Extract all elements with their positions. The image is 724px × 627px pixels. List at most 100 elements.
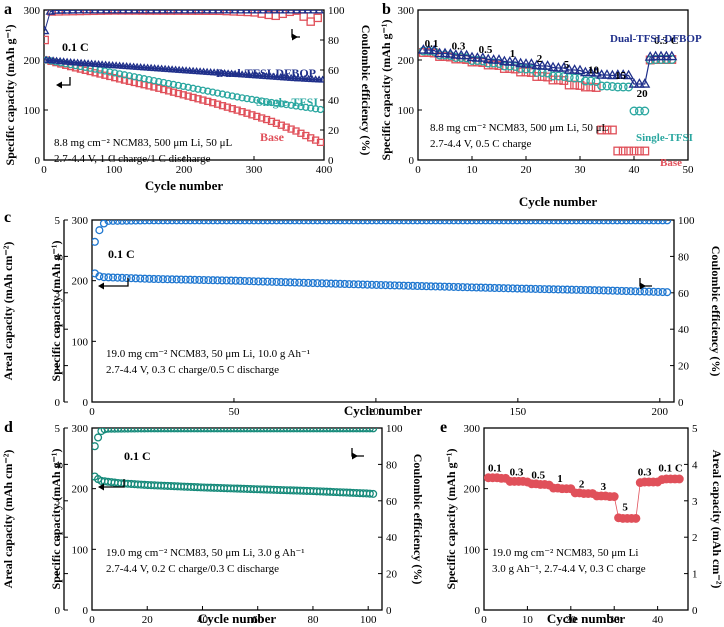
panel-a-ytick-label: 0: [35, 155, 41, 167]
panel-d-point: [369, 428, 378, 433]
panel-e-ytick-label: 200: [464, 484, 481, 496]
panel-c-point: [340, 279, 349, 289]
panel-c-point: [213, 276, 222, 285]
panel-c-left-axis-arrow: [98, 278, 129, 290]
panel-a-point: [135, 74, 143, 82]
panel-c-point: [617, 220, 626, 225]
panel-c-point: [131, 274, 140, 283]
panel-c-point: [517, 284, 526, 293]
panel-c-point: [567, 220, 576, 225]
panel-b-point: [423, 44, 435, 54]
panel-b-xtick-label: 50: [683, 164, 695, 176]
panel-c-point: [458, 283, 467, 292]
panel-a-ytick-label: 200: [24, 55, 41, 67]
panel-b-frame: [417, 9, 689, 161]
panel-c-point: [572, 220, 581, 225]
panel-c-point: [472, 220, 481, 225]
panel-a-point: [224, 10, 235, 14]
panel-b-point: [558, 62, 570, 72]
panel-a-point: [267, 98, 276, 107]
panel-d-ytick-outer-label: 5: [55, 423, 61, 435]
panel-e-ytick-right-label: 2: [692, 532, 698, 544]
panel-b-point: [574, 64, 586, 75]
panel-b-point: [482, 53, 494, 64]
panel-e-xtick-label: 20: [565, 614, 577, 626]
panel-a-point: [107, 10, 117, 14]
panel-d-ytick-right-label: 80: [386, 459, 398, 471]
panel-c-point: [431, 220, 440, 225]
panel-b-point: [617, 69, 629, 79]
panel-a-point: [189, 84, 197, 92]
panel-c-point: [322, 220, 331, 225]
panel-c-point: [572, 285, 581, 294]
panel-b-rate-label: 0.5: [479, 44, 493, 56]
panel-b-point: [559, 72, 569, 81]
panel-c-point: [217, 276, 227, 285]
panel-b-point: [624, 146, 634, 156]
panel-e-rate-label: 0.1: [488, 463, 502, 475]
panel-c-point: [626, 220, 635, 225]
panel-c-point: [640, 287, 649, 296]
panel-b-point: [607, 82, 617, 91]
panel-c-rate-label: 0.1 C: [108, 247, 135, 261]
panel-b-point: [504, 56, 516, 66]
panel-a-point: [191, 10, 201, 14]
panel-c-point: [177, 275, 186, 284]
panel-a-point: [292, 102, 300, 110]
panel-c-point: [113, 273, 122, 282]
panel-a-point: [145, 75, 153, 84]
panel-a-point: [258, 114, 266, 122]
panel-c-point: [204, 276, 213, 285]
panel-c-point: [390, 281, 399, 290]
panel-b-point: [640, 106, 650, 116]
panel-b-point: [564, 73, 574, 82]
panel-d-ytick-label: 300: [72, 423, 89, 435]
panel-e-rate-label: 0.1 C: [658, 463, 683, 475]
panel-c-point: [336, 220, 345, 225]
panel-d-ytick-right-label: 40: [386, 532, 398, 544]
panel-e-rate-label: 3: [601, 481, 607, 493]
panel-d-left-axis-arrow-line: [104, 479, 125, 488]
panel-b-point: [569, 64, 581, 74]
panel-c-point: [449, 220, 458, 225]
panel-c-point: [413, 281, 422, 291]
panel-b-point: [650, 50, 662, 61]
panel-a-point: [61, 10, 70, 16]
panel-c-point: [381, 220, 390, 225]
panel-c-point: [277, 278, 286, 287]
panel-b-xtick-label: 30: [575, 164, 587, 176]
panel-e-series-0: [484, 473, 684, 523]
panel-d-right-axis-arrow-head: [352, 452, 358, 460]
panel-c-frame: [91, 219, 675, 403]
panel-b-point: [531, 59, 543, 70]
panel-c-point: [372, 280, 381, 289]
panel-a-point: [199, 86, 207, 94]
panel-c-point: [231, 276, 240, 285]
panel-c-point: [585, 220, 595, 225]
panel-a-point: [243, 94, 251, 103]
panel-c-ytick-label: 100: [72, 336, 89, 348]
panel-a-point: [307, 104, 315, 112]
panel-c-ytick-outer-label: 3: [55, 288, 61, 300]
panel-d-axes: 0 20 40 60 80 100 0 100 200 300 0 20 40 60 80 100 0 1 2 3 4 5: [55, 423, 404, 626]
panel-c-right-axis-arrow: [639, 278, 652, 290]
panel-c-point: [108, 273, 118, 282]
panel-a-point: [179, 82, 187, 91]
panel-a-point: [189, 93, 197, 102]
panel-c-point: [345, 220, 354, 225]
panel-a-point: [286, 10, 296, 14]
panel-b-point: [471, 52, 483, 62]
panel-b-rate-labels: 0.1 0.3 0.5 1 2 5 10 15 20 0.3 C: [425, 35, 679, 100]
panel-b-point: [466, 51, 478, 62]
panel-c-point: [95, 272, 104, 281]
panel-c-point: [331, 220, 340, 225]
panel-b-xtick-label: 0: [415, 164, 421, 176]
panel-a-point: [299, 12, 308, 21]
panel-c-point: [168, 220, 177, 225]
panel-b-point: [628, 78, 640, 88]
panel-c-point: [658, 287, 667, 297]
panel-b-point: [547, 61, 559, 72]
panel-b-ylabel: Specific capacity (mAh g⁻¹): [379, 20, 393, 161]
panel-a-point: [235, 10, 246, 14]
panel-c-xtick-label: 150: [510, 406, 527, 418]
